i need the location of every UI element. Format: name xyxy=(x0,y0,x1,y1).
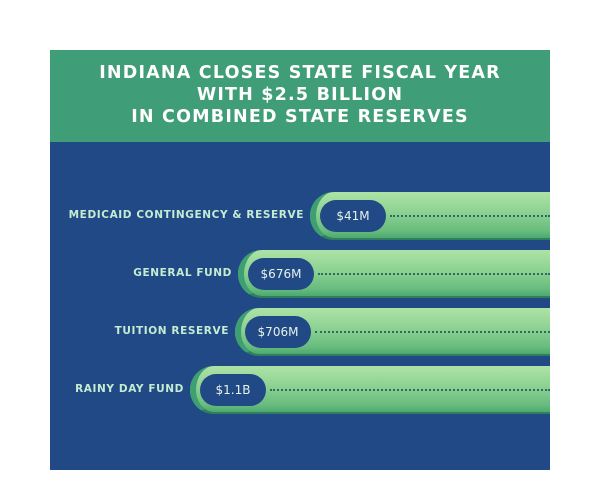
chart-panel: $41M MEDICAID CONTINGENCY & RESERVE $676M G… xyxy=(50,142,550,470)
chart-title: INDIANA CLOSES STATE FISCAL YEAR WITH $2… xyxy=(50,50,550,142)
category-label-3: TUITION RESERVE xyxy=(114,325,229,337)
infographic-card: INDIANA CLOSES STATE FISCAL YEAR WITH $2… xyxy=(50,50,550,470)
category-label-4: RAINY DAY FUND xyxy=(75,383,184,395)
title-line-1: INDIANA CLOSES STATE FISCAL YEAR xyxy=(99,63,501,83)
value-label-2: $676M xyxy=(248,258,314,290)
bar-dotted-line-4 xyxy=(270,389,550,391)
title-line-3: IN COMBINED STATE RESERVES xyxy=(131,107,469,127)
value-label-1: $41M xyxy=(320,200,386,232)
category-label-1: MEDICAID CONTINGENCY & RESERVE xyxy=(68,209,304,221)
bar-dotted-line-1 xyxy=(390,215,550,217)
value-label-4: $1.1B xyxy=(200,374,266,406)
value-label-3: $706M xyxy=(245,316,311,348)
bar-dotted-line-3 xyxy=(315,331,550,333)
bar-dotted-line-2 xyxy=(318,273,550,275)
category-label-2: GENERAL FUND xyxy=(133,267,232,279)
title-line-2: WITH $2.5 BILLION xyxy=(196,85,404,105)
